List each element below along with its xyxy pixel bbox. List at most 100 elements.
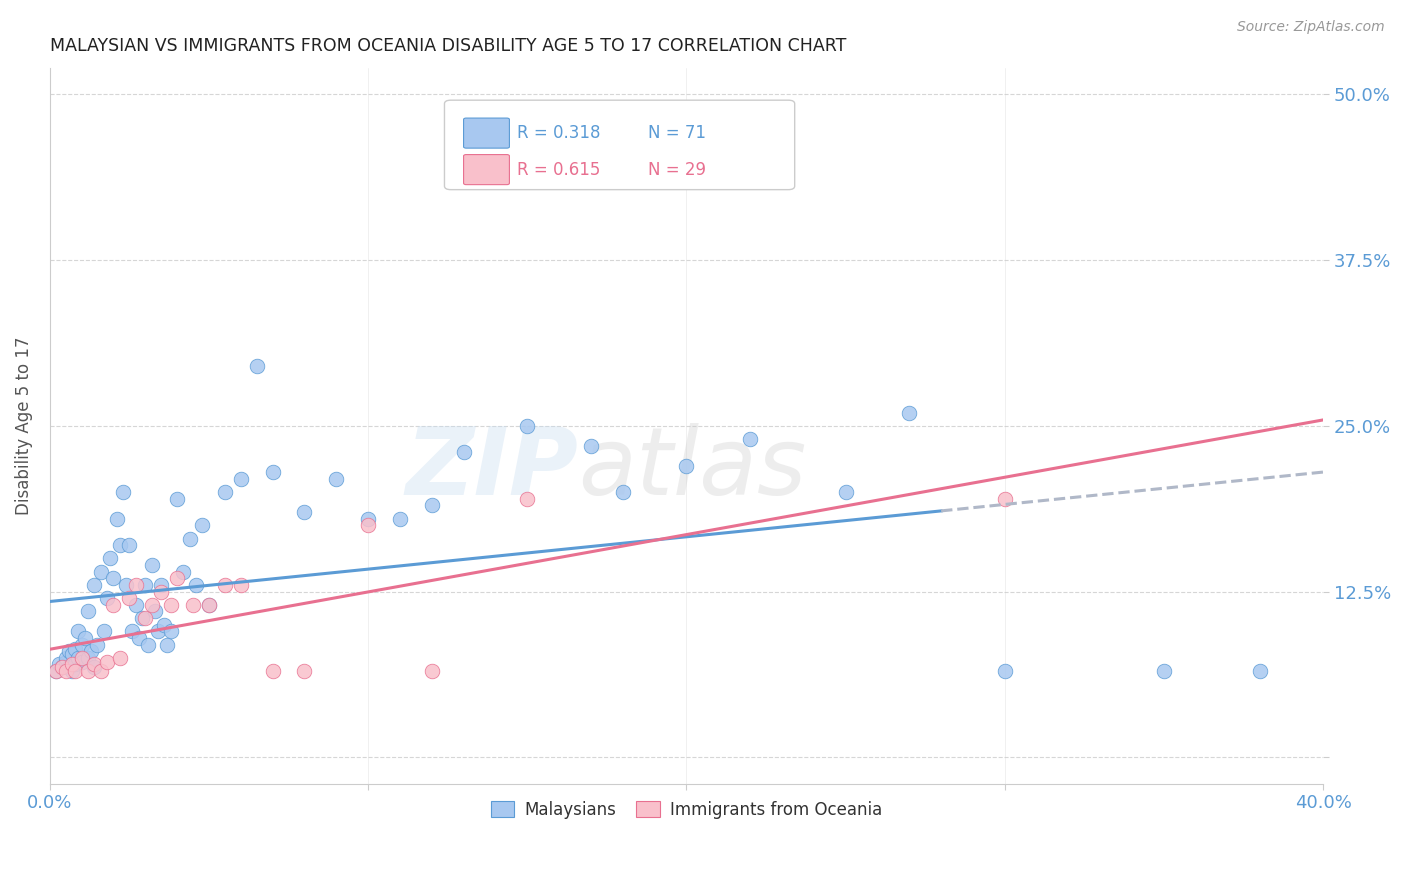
Point <box>198 598 221 612</box>
Point <box>138 638 160 652</box>
Point <box>86 638 108 652</box>
Point <box>292 664 315 678</box>
Point <box>124 578 146 592</box>
Text: Source: ZipAtlas.com: Source: ZipAtlas.com <box>1237 20 1385 34</box>
Point <box>898 406 921 420</box>
Point <box>115 578 138 592</box>
FancyBboxPatch shape <box>464 154 509 185</box>
Point <box>156 638 179 652</box>
FancyBboxPatch shape <box>464 118 509 148</box>
Point <box>159 624 181 639</box>
Point <box>51 660 73 674</box>
Point <box>60 657 83 672</box>
Point <box>325 472 347 486</box>
Point <box>63 664 86 678</box>
Point <box>134 611 156 625</box>
Point <box>612 485 634 500</box>
Point <box>834 485 856 500</box>
Point <box>63 657 86 672</box>
Point <box>675 458 697 473</box>
Point <box>214 485 236 500</box>
Point <box>70 655 93 669</box>
Point <box>262 664 284 678</box>
Point <box>60 664 83 678</box>
Point <box>108 538 131 552</box>
Point <box>83 657 105 672</box>
Point <box>55 655 77 669</box>
Point <box>150 578 173 592</box>
Point <box>121 624 143 639</box>
Point <box>229 472 252 486</box>
Point <box>153 617 176 632</box>
Point <box>60 647 83 661</box>
Point <box>172 565 194 579</box>
Point <box>146 624 169 639</box>
Point <box>80 644 103 658</box>
Point <box>93 624 115 639</box>
Point <box>388 511 411 525</box>
Point <box>111 485 134 500</box>
Point <box>103 598 125 612</box>
Point <box>48 657 70 672</box>
Point <box>229 578 252 592</box>
Point <box>55 650 77 665</box>
Point <box>103 571 125 585</box>
Point <box>63 641 86 656</box>
Point <box>159 598 181 612</box>
Point <box>994 664 1017 678</box>
Text: N = 29: N = 29 <box>648 161 706 178</box>
Point <box>1249 664 1271 678</box>
Point <box>181 598 204 612</box>
Point <box>124 598 146 612</box>
Point <box>262 465 284 479</box>
Point <box>198 598 221 612</box>
Text: MALAYSIAN VS IMMIGRANTS FROM OCEANIA DISABILITY AGE 5 TO 17 CORRELATION CHART: MALAYSIAN VS IMMIGRANTS FROM OCEANIA DIS… <box>49 37 846 55</box>
Point <box>76 604 98 618</box>
Point <box>357 511 380 525</box>
Point <box>166 491 188 506</box>
Point <box>70 638 93 652</box>
Point <box>141 558 163 572</box>
Text: N = 71: N = 71 <box>648 124 706 142</box>
Point <box>67 650 90 665</box>
Point <box>579 439 602 453</box>
Point <box>58 644 80 658</box>
Point <box>166 571 188 585</box>
Point <box>76 650 98 665</box>
Point <box>118 538 141 552</box>
Point <box>105 511 128 525</box>
Point <box>55 664 77 678</box>
Point <box>292 505 315 519</box>
Point <box>51 660 73 674</box>
Legend: Malaysians, Immigrants from Oceania: Malaysians, Immigrants from Oceania <box>485 794 889 825</box>
Point <box>58 660 80 674</box>
Text: ZIP: ZIP <box>405 423 578 515</box>
Point <box>453 445 475 459</box>
Point <box>45 664 67 678</box>
Text: R = 0.615: R = 0.615 <box>517 161 600 178</box>
Y-axis label: Disability Age 5 to 17: Disability Age 5 to 17 <box>15 336 32 515</box>
FancyBboxPatch shape <box>444 100 794 190</box>
Point <box>76 664 98 678</box>
Point <box>131 611 153 625</box>
Point <box>516 418 538 433</box>
Point <box>90 664 112 678</box>
Point <box>420 664 443 678</box>
Point <box>150 584 173 599</box>
Point <box>70 650 93 665</box>
Point <box>179 532 201 546</box>
Point <box>96 591 118 606</box>
Point <box>357 518 380 533</box>
Point <box>96 655 118 669</box>
Point <box>128 631 150 645</box>
Point <box>90 565 112 579</box>
Point <box>740 432 762 446</box>
Point <box>141 598 163 612</box>
Point <box>246 359 269 374</box>
Point <box>67 624 90 639</box>
Text: atlas: atlas <box>578 424 807 515</box>
Point <box>134 578 156 592</box>
Point <box>143 604 166 618</box>
Point <box>73 631 96 645</box>
Point <box>420 499 443 513</box>
